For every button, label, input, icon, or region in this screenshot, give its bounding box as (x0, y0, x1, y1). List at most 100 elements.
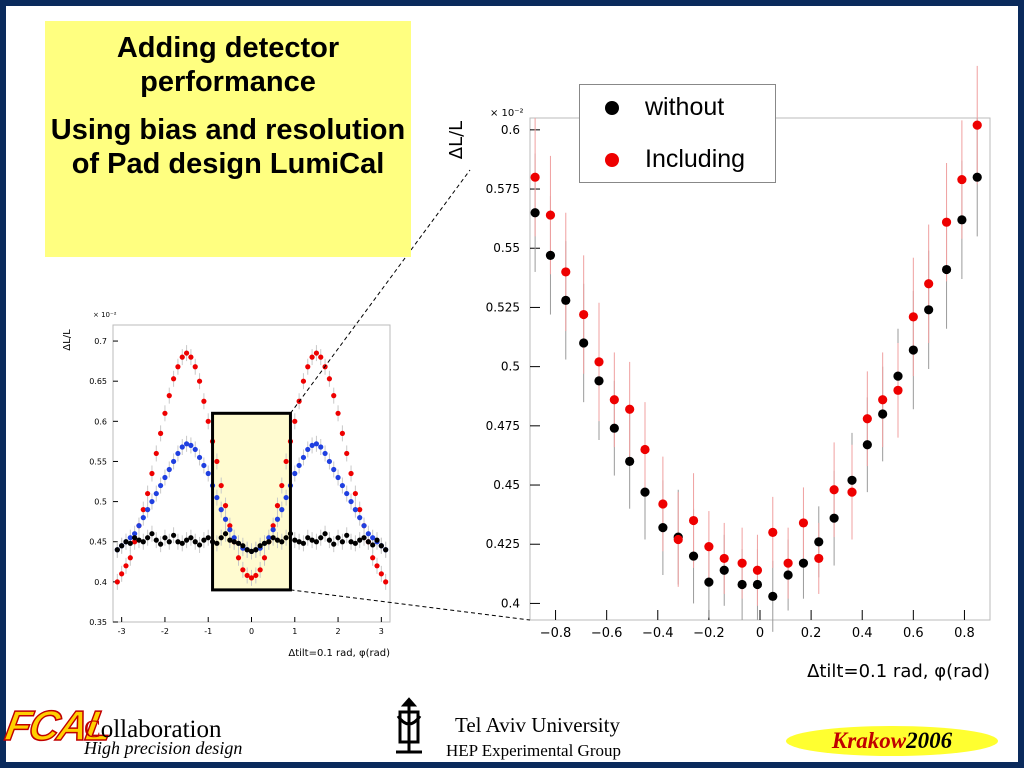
small-point-red (127, 555, 133, 561)
small-point-black (201, 537, 207, 543)
large-ytick-label: 0.6 (501, 123, 520, 137)
large-point-black (609, 423, 619, 433)
large-point-red (530, 172, 540, 182)
small-xtick-label: -1 (204, 627, 212, 636)
small-point-blue (153, 490, 159, 497)
large-point-red (545, 210, 556, 220)
small-point-black (266, 539, 272, 545)
small-point-red (357, 507, 363, 513)
small-point-red (214, 458, 220, 465)
small-y-multiplier: × 10⁻² (93, 311, 117, 319)
collaboration-title: Collaboration (84, 716, 222, 744)
small-point-black (175, 539, 181, 545)
large-point-red (893, 385, 903, 395)
small-ytick-label: 0.7 (94, 337, 107, 346)
large-ytick-label: 0.5 (501, 360, 520, 374)
small-point-black (361, 535, 367, 541)
legend-label-without: without (645, 93, 725, 121)
small-point-black (305, 535, 311, 541)
small-point-black (348, 539, 354, 545)
small-point-blue (162, 474, 168, 481)
large-point-red (798, 518, 809, 528)
small-point-black (119, 543, 125, 549)
large-point-black (579, 338, 589, 348)
small-point-red (248, 575, 255, 581)
large-xtick-label: 0 (756, 626, 764, 641)
small-point-black (292, 537, 298, 543)
small-point-black (253, 547, 259, 553)
small-point-black (313, 539, 320, 545)
legend-entry-without: without (605, 93, 724, 122)
large-point-black (640, 487, 650, 497)
large-point-black (814, 537, 824, 547)
large-point-black (862, 440, 872, 450)
group-name: HEP Experimental Group (446, 741, 621, 760)
large-ytick-label: 0.55 (493, 241, 520, 255)
small-point-red (279, 482, 285, 489)
small-point-blue (132, 531, 138, 537)
small-point-black (158, 541, 164, 547)
small-point-red (158, 430, 164, 436)
large-point-black (768, 591, 778, 601)
large-point-red (752, 565, 763, 575)
zoom-connector-lower (290, 589, 531, 621)
small-point-red (244, 572, 250, 579)
large-point-black (530, 208, 540, 218)
small-point-blue (305, 446, 311, 453)
small-point-black (170, 532, 177, 538)
small-ytick-label: 0.45 (89, 538, 107, 547)
small-point-red (253, 572, 259, 579)
small-point-black (214, 540, 220, 546)
small-point-black (145, 535, 151, 541)
small-point-black (318, 535, 324, 541)
large-point-red (640, 444, 650, 455)
large-ytick-label: 0.45 (493, 478, 520, 492)
small-x-axis-label: Δtilt=0.1 rad, φ(rad) (288, 648, 390, 659)
large-point-red (783, 558, 793, 568)
note-box: Adding detector performance Using bias a… (45, 21, 411, 257)
large-point-black (957, 215, 967, 225)
small-point-blue (309, 442, 315, 449)
small-point-red (235, 555, 242, 561)
small-point-blue (175, 450, 181, 457)
small-point-black (326, 537, 333, 543)
small-point-red (352, 490, 358, 497)
small-point-black (222, 531, 229, 537)
small-point-black (309, 537, 315, 543)
small-point-red (123, 563, 129, 569)
small-point-blue (222, 516, 229, 522)
large-point-black (737, 579, 747, 590)
small-point-black (132, 535, 138, 541)
small-point-red (119, 571, 125, 577)
large-xtick-label: 0.2 (801, 626, 822, 641)
large-point-black (924, 305, 934, 315)
small-point-black (123, 539, 129, 545)
small-point-black (261, 540, 268, 546)
large-point-black (545, 250, 556, 260)
large-point-red (972, 120, 982, 130)
small-point-red (145, 490, 151, 497)
large-point-red (957, 174, 967, 185)
small-point-black (283, 535, 289, 541)
large-xtick-label: −0.2 (693, 626, 725, 641)
small-point-red (318, 354, 324, 360)
small-point-black (339, 539, 345, 545)
large-xtick-label: −0.6 (591, 626, 623, 641)
large-point-red (862, 414, 872, 424)
small-point-black (248, 548, 255, 554)
small-point-blue (296, 462, 302, 469)
small-xtick-label: 0 (249, 627, 254, 636)
large-point-red (579, 309, 589, 320)
small-point-blue (149, 498, 155, 505)
large-point-black (829, 513, 839, 523)
small-point-red (205, 418, 211, 424)
small-point-blue (218, 507, 224, 513)
large-point-black (783, 570, 793, 580)
small-point-black (205, 535, 211, 541)
large-point-red (561, 267, 571, 277)
small-point-blue (318, 444, 324, 450)
small-point-red (283, 458, 289, 465)
large-point-red (609, 395, 619, 405)
small-point-black (140, 539, 146, 545)
small-point-blue (231, 535, 237, 541)
